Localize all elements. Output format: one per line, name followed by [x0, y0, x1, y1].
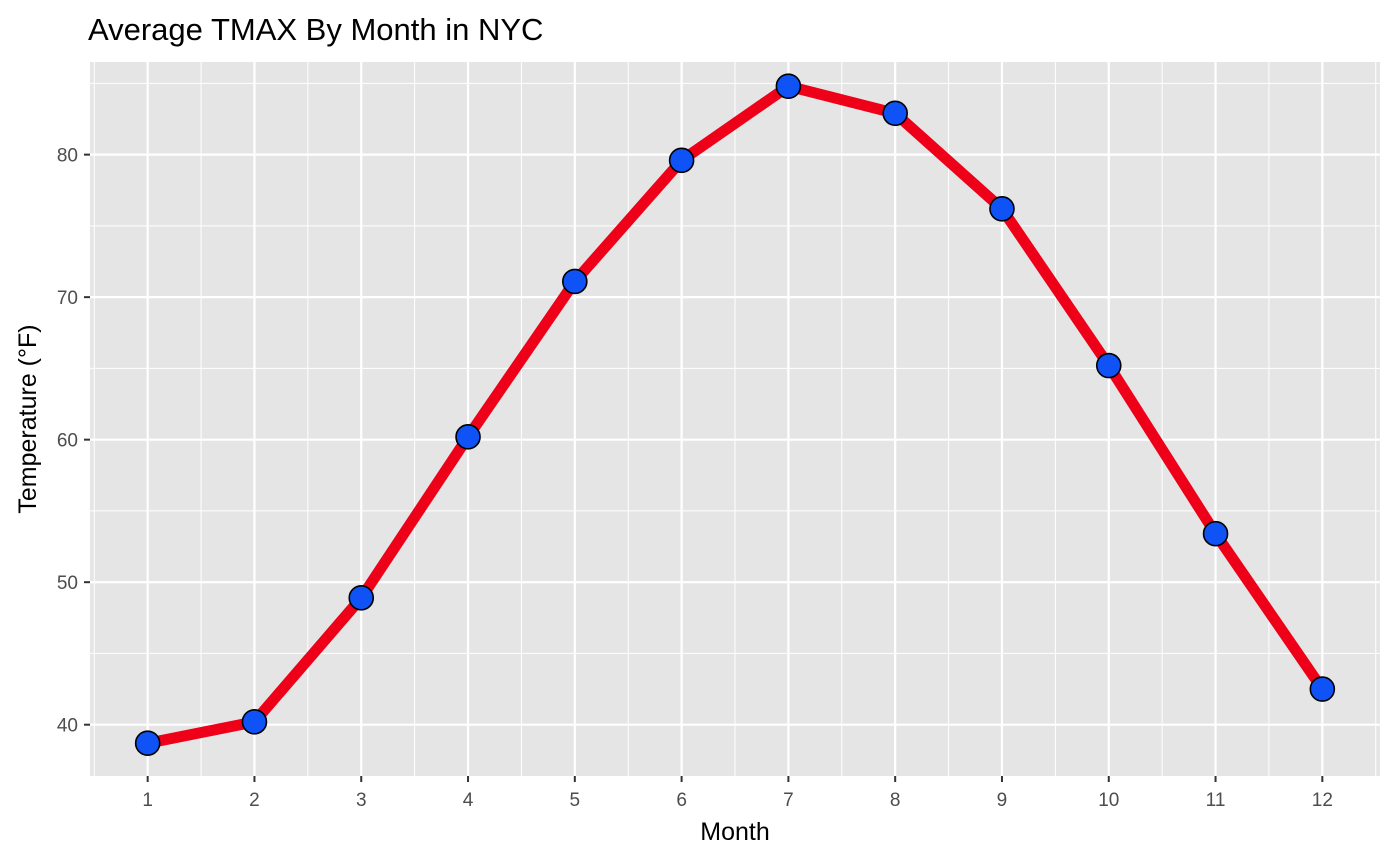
series-line — [146, 80, 1327, 749]
axis-ticks — [84, 153, 1324, 782]
series-points-group — [134, 73, 1336, 757]
major-gridlines — [90, 62, 1380, 776]
minor-gridlines — [90, 62, 1380, 776]
data-point — [668, 147, 695, 174]
data-point — [882, 100, 908, 127]
y-tick-labels: 40 50 60 70 80 — [57, 146, 78, 737]
data-point — [241, 709, 268, 735]
x-tick-label: 2 — [249, 790, 260, 811]
y-tick-label: 60 — [57, 431, 78, 452]
data-point — [775, 73, 802, 100]
x-tick-label: 3 — [356, 790, 367, 811]
data-point — [1095, 352, 1122, 379]
data-point — [989, 195, 1015, 222]
data-point — [1309, 676, 1336, 702]
x-tick-label: 11 — [1206, 790, 1226, 811]
data-point — [348, 585, 375, 611]
x-tick-label: 4 — [463, 790, 474, 811]
x-tick-label: 9 — [997, 790, 1008, 811]
x-tick-label: 1 — [142, 790, 153, 811]
x-tick-label: 12 — [1312, 790, 1333, 811]
x-tick-label: 8 — [890, 790, 901, 811]
x-tick-label: 10 — [1098, 790, 1119, 811]
y-tick-label: 70 — [57, 288, 78, 309]
x-axis-title: Month — [700, 818, 769, 846]
series-line-group — [146, 80, 1327, 749]
y-axis-title: Temperature (°F) — [14, 324, 42, 513]
x-tick-label: 5 — [570, 790, 581, 811]
data-point — [455, 424, 481, 450]
y-tick-label: 50 — [57, 573, 78, 594]
x-tick-label: 6 — [676, 790, 687, 811]
data-point — [134, 730, 161, 757]
data-point — [562, 268, 588, 295]
y-tick-label: 80 — [57, 146, 78, 167]
chart-title: Average TMAX By Month in NYC — [88, 12, 543, 47]
data-point — [1202, 520, 1229, 547]
x-tick-labels: 1 2 3 4 5 6 7 8 9 10 11 12 — [142, 790, 1333, 811]
x-tick-label: 7 — [783, 790, 794, 811]
y-tick-label: 40 — [57, 716, 78, 737]
